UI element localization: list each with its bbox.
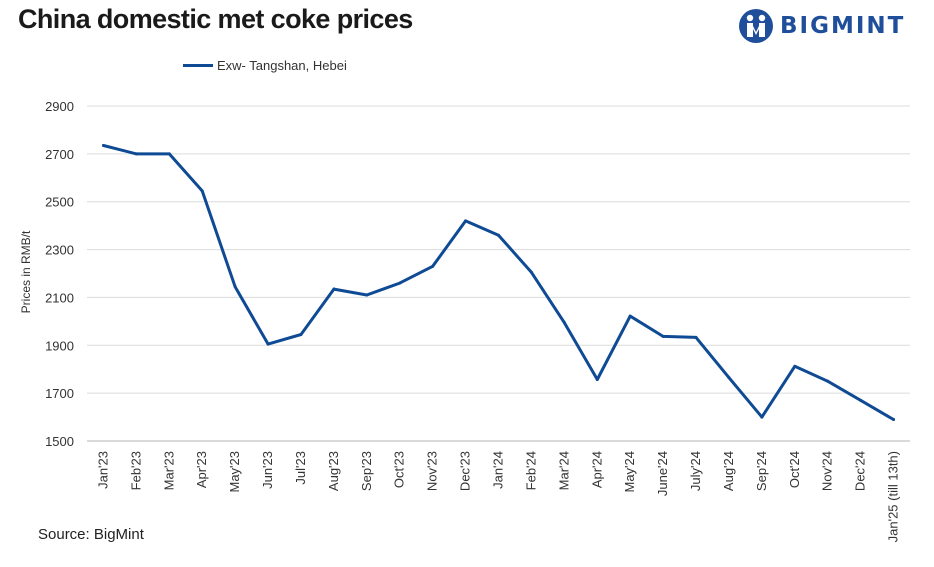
x-tick-label: Nov'24 xyxy=(820,451,835,491)
data-point xyxy=(134,152,138,156)
y-tick-label: 1900 xyxy=(45,338,74,353)
data-point xyxy=(529,270,533,274)
data-point xyxy=(661,334,665,338)
chart-title: China domestic met coke prices xyxy=(18,4,413,34)
x-tick-label: Dec'23 xyxy=(458,451,473,491)
data-point xyxy=(727,376,731,380)
data-point xyxy=(101,143,105,147)
y-tick-label: 2700 xyxy=(45,147,74,162)
data-point xyxy=(628,314,632,318)
data-point xyxy=(892,417,896,421)
x-tick-label: Oct'24 xyxy=(787,451,802,488)
x-tick-label: Apr'24 xyxy=(589,451,604,488)
data-point xyxy=(562,321,566,325)
x-tick-label: Jul'23 xyxy=(293,451,308,485)
y-tick-label: 2900 xyxy=(45,99,74,114)
x-tick-label: Jan'24 xyxy=(491,451,506,489)
data-point xyxy=(595,378,599,382)
legend-swatch xyxy=(183,64,213,67)
x-tick-label: Oct'23 xyxy=(392,451,407,488)
series-line xyxy=(102,144,895,421)
x-tick-label: Aug'23 xyxy=(326,451,341,491)
data-point xyxy=(760,415,764,419)
y-axis-label: Prices in RMB/t xyxy=(19,230,33,313)
x-tick-label: Nov'23 xyxy=(425,451,440,491)
x-tick-label: Jan'25 (till 13th) xyxy=(886,451,901,542)
data-point xyxy=(497,233,500,237)
x-axis-ticks: Jan'23 Feb'23 Mar'23 Apr'23 May'23 Jun'23 Jul'… xyxy=(95,451,900,542)
bigmint-logo-icon xyxy=(739,9,773,43)
series-layer xyxy=(101,143,896,421)
x-tick-label: Jan'23 xyxy=(95,451,110,489)
data-point xyxy=(431,264,435,268)
data-point xyxy=(233,285,237,289)
x-tick-label: Aug'24 xyxy=(721,451,736,491)
data-point xyxy=(793,364,797,368)
data-point xyxy=(299,333,303,337)
gridlines xyxy=(87,105,910,442)
x-tick-label: Feb'23 xyxy=(128,451,143,490)
data-point xyxy=(694,335,698,339)
brand-name: BIGMINT xyxy=(780,13,906,39)
x-tick-label: Feb'24 xyxy=(523,451,538,490)
y-tick-label: 1500 xyxy=(45,434,74,449)
source-note: Source: BigMint xyxy=(38,526,144,543)
x-tick-label: Mar'24 xyxy=(556,451,571,490)
y-tick-label: 1700 xyxy=(45,386,74,401)
data-point xyxy=(266,342,270,346)
legend-label: Exw- Tangshan, Hebei xyxy=(217,58,347,73)
x-tick-label: Jun'23 xyxy=(260,451,275,489)
legend: Exw- Tangshan, Hebei xyxy=(183,58,347,73)
data-point xyxy=(826,379,830,383)
x-tick-label: Apr'23 xyxy=(194,451,209,488)
x-tick-label: Sep'23 xyxy=(359,451,374,491)
data-point xyxy=(464,219,468,223)
y-tick-label: 2300 xyxy=(45,243,74,258)
data-point xyxy=(398,281,402,285)
data-point xyxy=(859,398,863,402)
bigmint-logo: BIGMINT xyxy=(738,8,905,44)
x-tick-label: Dec'24 xyxy=(853,451,868,491)
data-point xyxy=(200,189,204,193)
x-tick-label: June'24 xyxy=(655,451,670,496)
y-tick-label: 2500 xyxy=(45,195,74,210)
data-point xyxy=(365,293,369,297)
x-tick-label: Mar'23 xyxy=(161,451,176,490)
data-point xyxy=(332,287,336,291)
y-axis-ticks: 1500 1700 1900 2100 2300 2500 2700 2900 xyxy=(45,99,74,449)
x-tick-label: May'23 xyxy=(227,451,242,493)
x-tick-label: May'24 xyxy=(622,451,637,493)
x-tick-label: Sep'24 xyxy=(754,451,769,491)
data-point xyxy=(167,152,171,156)
y-tick-label: 2100 xyxy=(45,290,74,305)
x-tick-label: July'24 xyxy=(688,451,703,491)
